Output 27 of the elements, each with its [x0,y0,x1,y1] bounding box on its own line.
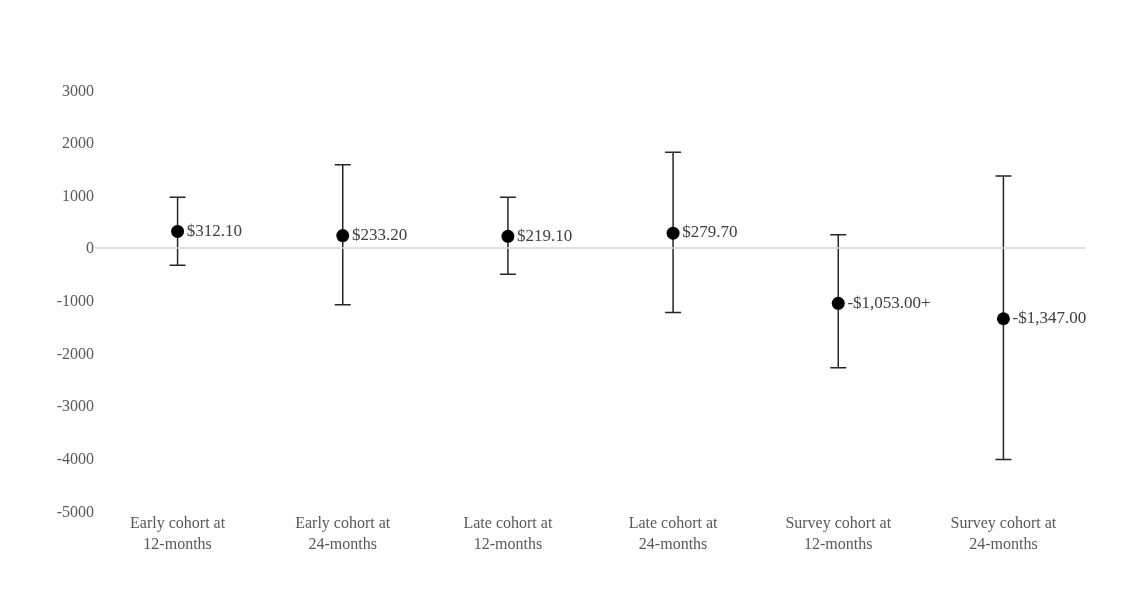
point [171,224,185,238]
y-tick-label: 2000 [62,134,94,152]
y-tick-label: -2000 [56,344,94,362]
data-label: $279.70 [682,222,738,242]
data-label: -$1,053.00+ [847,292,931,312]
data-label: $219.10 [517,225,573,245]
x-tick-label: Late cohort at 24-months [628,514,719,552]
data-label: $312.10 [186,220,242,240]
y-tick-label: -3000 [56,397,94,415]
y-tick-label: -1000 [56,292,94,310]
y-tick-label: 0 [86,239,94,257]
x-tick-label: Early cohort at 24-months [295,514,391,552]
y-tick-label: 1000 [62,186,94,204]
point [996,312,1010,326]
data-label: $233.20 [351,224,408,244]
x-tick-label: Early cohort at 12-months [130,514,226,552]
y-tick-label: -5000 [56,502,94,520]
point [666,226,680,240]
point [501,229,515,243]
x-tick-label: Late cohort at 12-months [463,514,553,552]
y-tick-label: -4000 [56,449,94,467]
data-label: -$1,347.00 [1012,308,1087,328]
point [336,229,350,243]
x-tick-label: Survey cohort at 12-months [785,514,892,552]
x-tick-label: Survey cohort at 24-months [950,514,1057,552]
y-tick-label: 3000 [62,81,94,99]
point [831,296,845,310]
